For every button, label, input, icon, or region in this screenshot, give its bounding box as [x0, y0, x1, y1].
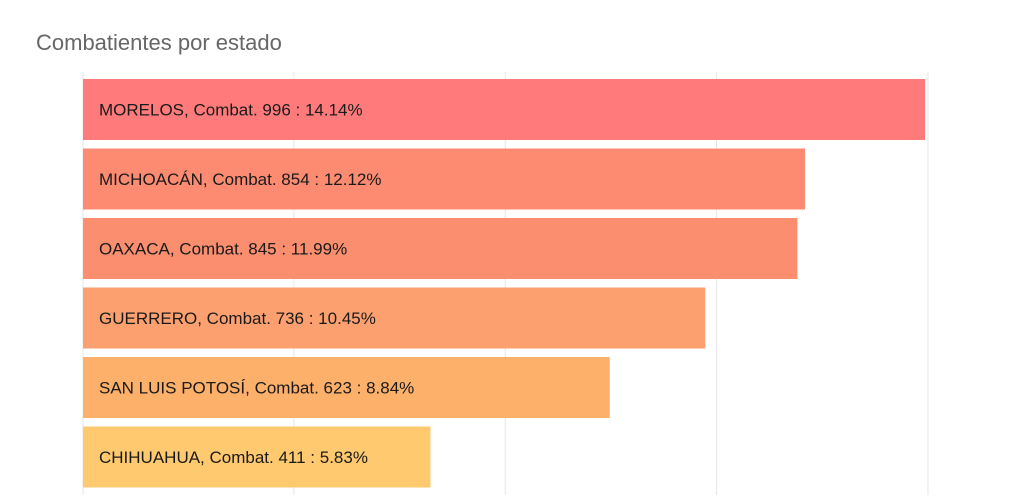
bar-label: GUERRERO, Combat. 736 : 10.45%	[99, 309, 376, 328]
bar-label: MORELOS, Combat. 996 : 14.14%	[99, 101, 363, 120]
grid-lines	[82, 72, 929, 495]
bar-chihuahua[interactable]	[83, 426, 431, 488]
bar-label: OAXACA, Combat. 845 : 11.99%	[99, 240, 347, 259]
bar-label: CHIHUAHUA, Combat. 411 : 5.83%	[99, 448, 368, 467]
bar-oaxaca[interactable]	[83, 218, 798, 279]
bar-michoac-n[interactable]	[83, 148, 806, 210]
chart-title: Combatientes por estado	[36, 30, 282, 55]
bar-san-luis-potos-[interactable]	[83, 357, 610, 418]
bar-label: SAN LUIS POTOSÍ, Combat. 623 : 8.84%	[99, 379, 414, 398]
bars-group: MORELOS, Combat. 996 : 14.14% MICHOACÁN, …	[83, 79, 926, 488]
bar-morelos[interactable]	[83, 79, 926, 140]
bar-guerrero[interactable]	[83, 287, 706, 349]
bar-label: MICHOACÁN, Combat. 854 : 12.12%	[99, 170, 382, 189]
